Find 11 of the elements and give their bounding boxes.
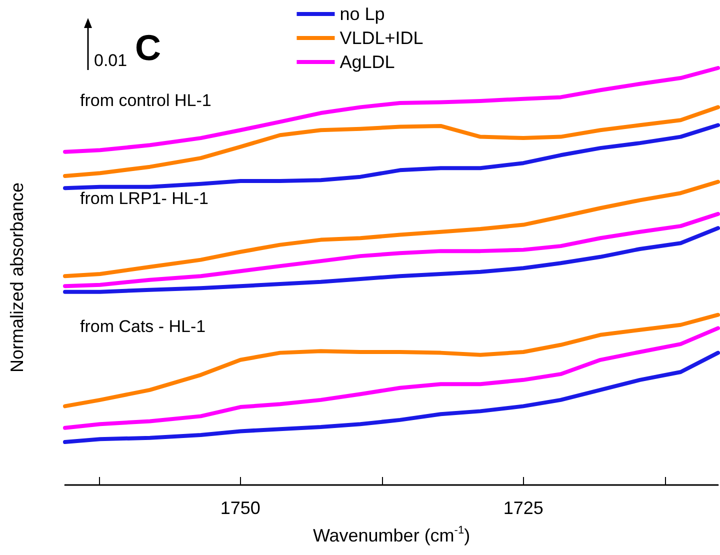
x-tick-label: 1725 (503, 498, 544, 518)
annotation: from LRP1- HL-1 (80, 189, 208, 208)
text: C (135, 27, 161, 68)
annotation: 0.01 (94, 51, 128, 70)
legend-label: AgLDL (340, 52, 395, 72)
legend-label: VLDL+IDL (340, 28, 424, 48)
annotation: from control HL-1 (80, 91, 212, 110)
annotation: from Cats - HL-1 (80, 317, 206, 336)
x-tick-label: 1750 (220, 498, 260, 518)
legend-label: no Lp (340, 4, 385, 24)
y-axis-title: Normalized absorbance (7, 182, 27, 373)
